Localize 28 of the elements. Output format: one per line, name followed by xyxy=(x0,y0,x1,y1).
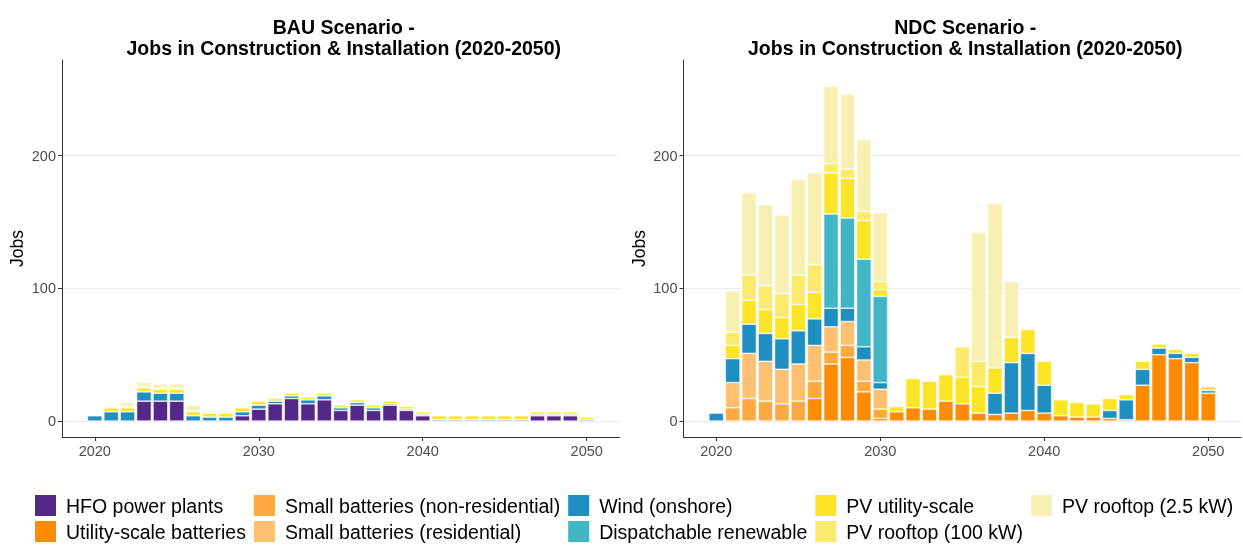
y-tick-label: 0 xyxy=(47,413,56,430)
legend-label: Small batteries (non-residential) xyxy=(284,494,561,517)
legend-label: Utility-scale batteries xyxy=(66,520,247,543)
y-tick-label: 200 xyxy=(31,147,56,164)
x-tick-label: 2050 xyxy=(1192,442,1225,459)
y-tick-label: 200 xyxy=(653,147,678,164)
legend-label: Small batteries (residential) xyxy=(284,520,522,543)
x-tick-label: 2050 xyxy=(570,442,603,459)
chart-title: BAU Scenario - Jobs in Construction & Installation (2020-2050) xyxy=(126,15,562,59)
x-tick-label: 2020 xyxy=(700,442,733,459)
legend-label: Wind (onshore) xyxy=(599,494,733,517)
x-tick-label: 2040 xyxy=(406,442,439,459)
y-tick-label: 0 xyxy=(669,413,678,430)
legend-label: Dispatchable renewable xyxy=(599,520,808,543)
x-tick-label: 2030 xyxy=(864,442,897,459)
bar xyxy=(316,393,332,396)
legend-label: PV rooftop (100 kW) xyxy=(846,520,1023,543)
legend-label: PV utility-scale xyxy=(846,494,975,517)
x-tick-label: 2040 xyxy=(1028,442,1061,459)
legend-label: HFO power plants xyxy=(66,494,224,517)
y-tick-label: 100 xyxy=(31,280,56,297)
x-tick-label: 2030 xyxy=(242,442,275,459)
y-axis-title: Jobs xyxy=(7,229,27,267)
legend-label: PV rooftop (2.5 kW) xyxy=(1061,494,1234,517)
y-tick-label: 100 xyxy=(653,280,678,297)
y-axis-title: Jobs xyxy=(628,229,649,267)
x-tick-label: 2020 xyxy=(78,442,111,459)
chart-title: NDC Scenario - Jobs in Construction & Installation (2020-2050) xyxy=(747,15,1183,59)
